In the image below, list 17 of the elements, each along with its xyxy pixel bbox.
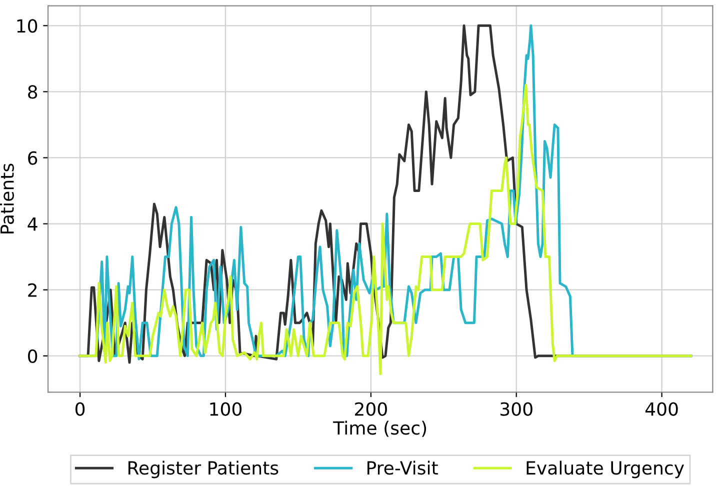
x-axis-title: Time (sec) [333, 420, 426, 437]
line-series [78, 84, 692, 376]
x-tick-label: 300 [500, 402, 532, 416]
y-axis-title: Patients [0, 164, 14, 234]
y-tick-label: 8 [28, 85, 38, 99]
y-tick-label: 6 [28, 151, 38, 165]
y-tick-label: 10 [17, 19, 38, 33]
x-tick-label: 400 [645, 402, 678, 416]
legend-label: Pre-Visit [368, 460, 438, 475]
x-tick-label: 200 [355, 402, 387, 416]
y-tick-label: 2 [28, 283, 37, 297]
y-tick-label: 0 [28, 349, 38, 363]
legend-label: Register Patients [128, 460, 278, 478]
legend-label: Evaluate Urgency [526, 460, 684, 478]
x-tick-label: 0 [75, 402, 85, 416]
y-tick-label: 4 [28, 217, 38, 231]
x-tick-label: 100 [210, 402, 242, 416]
